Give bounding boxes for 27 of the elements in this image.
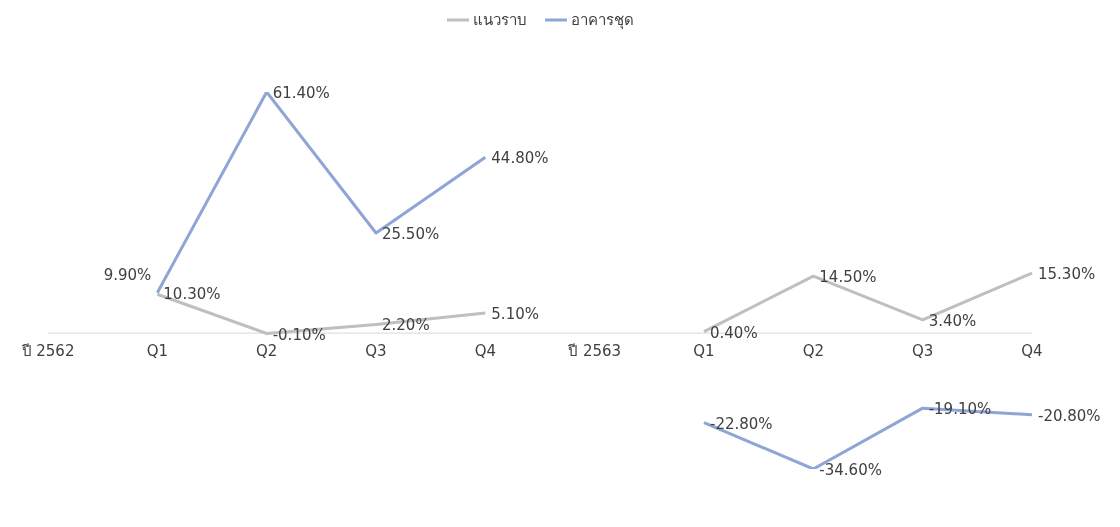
data-label: 3.40% xyxy=(928,311,977,330)
data-label: -34.60% xyxy=(819,461,882,479)
x-tick-label: Q4 xyxy=(1021,342,1043,361)
x-tick-label: Q3 xyxy=(365,342,387,361)
x-tick-label: ปี 2562 xyxy=(20,342,75,361)
data-label: -22.80% xyxy=(710,414,773,433)
data-label: 61.40% xyxy=(272,84,330,102)
legend-label: อาคารชุด xyxy=(569,10,634,32)
x-tick-label: Q2 xyxy=(802,342,825,361)
x-tick-label: Q4 xyxy=(474,342,497,361)
x-tick-label: Q2 xyxy=(255,342,278,361)
data-label: -0.10% xyxy=(272,325,326,344)
data-label: 25.50% xyxy=(382,224,440,243)
data-label: 15.30% xyxy=(1038,265,1096,284)
data-label: 10.30% xyxy=(163,284,221,303)
x-tick-label: Q1 xyxy=(693,342,715,361)
x-tick-label: Q1 xyxy=(146,342,169,361)
data-label: 2.20% xyxy=(382,316,430,335)
data-label: 9.90% xyxy=(103,266,152,285)
x-tick-label: Q3 xyxy=(911,342,934,361)
data-label: 5.10% xyxy=(491,305,539,324)
data-label: -20.80% xyxy=(1038,406,1101,425)
x-tick-label: ปี 2563 xyxy=(567,342,622,361)
data-label: 0.40% xyxy=(710,323,758,342)
data-label: 14.50% xyxy=(819,268,877,287)
legend-label: แนวราบ xyxy=(471,10,527,31)
data-label: 44.80% xyxy=(491,149,549,168)
